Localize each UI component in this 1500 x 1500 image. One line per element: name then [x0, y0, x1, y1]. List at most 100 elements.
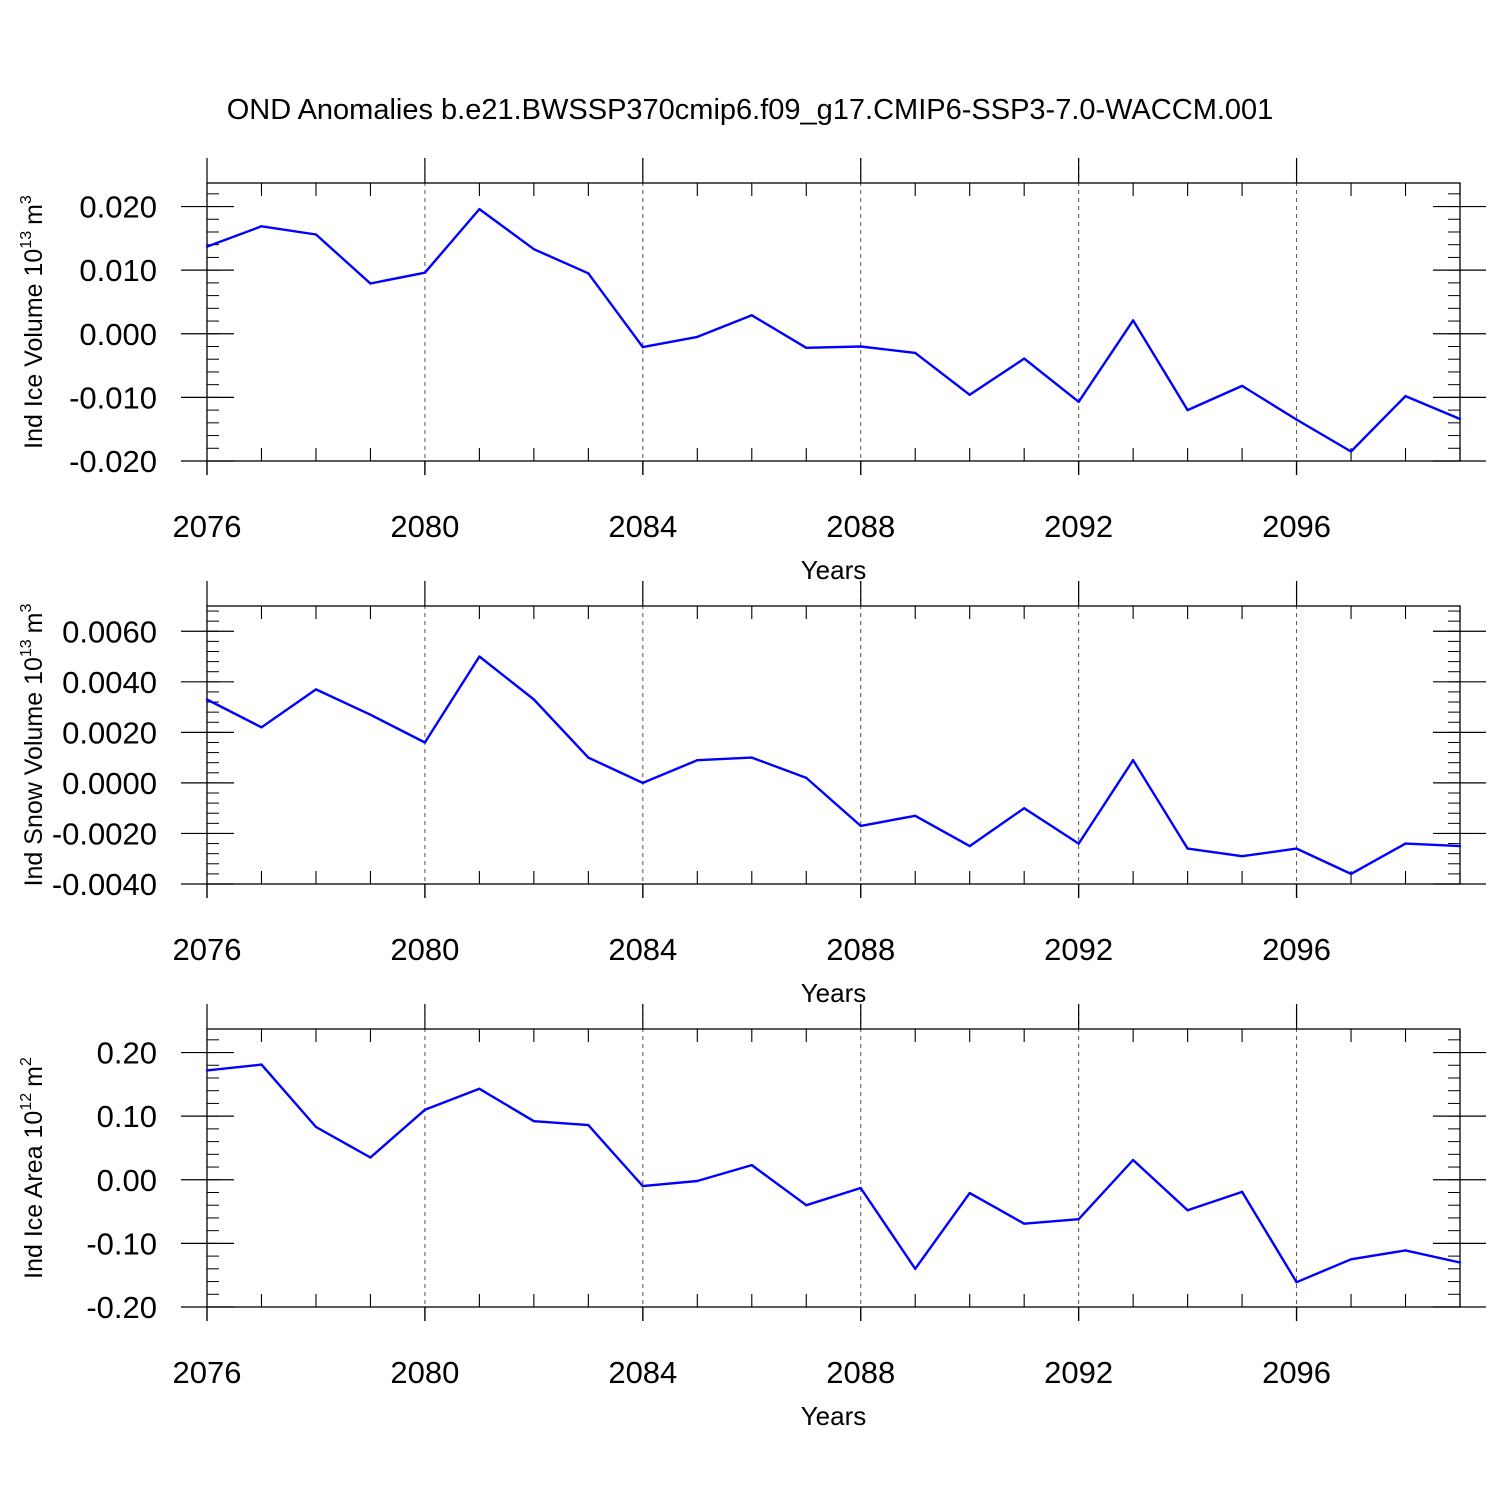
x-tick-label: 2076: [173, 932, 242, 967]
data-point: [696, 1179, 699, 1183]
y-axis-label-exponent: 13: [18, 231, 35, 249]
data-point: [805, 346, 808, 349]
data-point: [1458, 1261, 1462, 1264]
data-point: [641, 781, 645, 785]
data-point: [260, 726, 263, 729]
y-tick-label: -0.020: [69, 444, 157, 479]
data-point: [314, 1125, 318, 1129]
data-point: [1349, 1258, 1353, 1261]
x-tick-label: 2096: [1262, 1355, 1331, 1390]
data-point: [859, 1186, 862, 1190]
y-tick-label: -0.0040: [52, 867, 157, 902]
y-tick-label: 0.010: [79, 253, 157, 288]
x-tick-label: 2096: [1262, 509, 1331, 544]
data-point: [805, 776, 808, 780]
data-point: [423, 271, 427, 274]
data-point: [968, 393, 971, 397]
data-point: [369, 713, 372, 716]
x-tick-label: 2096: [1262, 932, 1331, 967]
data-point: [1240, 1190, 1244, 1194]
data-point: [1077, 1218, 1080, 1221]
data-point: [369, 1156, 372, 1159]
x-tick-label: 2088: [826, 1355, 895, 1390]
data-point: [1404, 1249, 1407, 1252]
figure-title: OND Anomalies b.e21.BWSSP370cmip6.f09_g1…: [227, 94, 1274, 126]
data-point: [1131, 319, 1135, 322]
y-axis-label-unit-exponent: 3: [18, 603, 35, 612]
y-tick-label: 0.0000: [62, 766, 157, 801]
x-tick-label: 2092: [1044, 932, 1113, 967]
x-tick-label: 2076: [173, 509, 242, 544]
y-tick-label: 0.0060: [62, 614, 157, 649]
data-point: [205, 245, 209, 248]
y-tick-label: 0.20: [97, 1036, 157, 1071]
data-point: [1458, 844, 1462, 848]
data-point: [968, 1191, 971, 1195]
data-point: [532, 247, 536, 251]
y-tick-label: -0.20: [86, 1290, 157, 1325]
data-point: [914, 351, 917, 355]
data-point: [1022, 357, 1026, 360]
y-axis-label-exponent: 13: [18, 639, 35, 657]
x-axis-label: Years: [801, 978, 867, 1008]
x-tick-label: 2092: [1044, 1355, 1113, 1390]
y-axis-label-unit: m: [20, 1066, 48, 1087]
y-tick-label: 0.000: [79, 317, 157, 352]
data-point: [914, 1267, 917, 1271]
data-point: [478, 655, 481, 658]
data-point: [1349, 450, 1353, 453]
y-tick-label: 0.020: [79, 190, 157, 225]
plot-frame: [206, 605, 1461, 885]
data-point: [478, 1087, 481, 1090]
data-point: [478, 207, 481, 211]
data-point: [805, 1204, 808, 1207]
x-tick-label: 2088: [826, 932, 895, 967]
y-axis-label-main: Ind Ice Area 10: [20, 1111, 48, 1279]
x-tick-label: 2084: [608, 1355, 677, 1390]
data-point: [1295, 1280, 1298, 1284]
data-point: [1404, 842, 1407, 845]
data-point: [696, 758, 699, 762]
data-point: [1077, 400, 1080, 404]
data-point: [1022, 1222, 1026, 1225]
data-point: [968, 844, 971, 848]
data-point: [1240, 855, 1244, 858]
y-axis-label: Ind Ice Area 1012 m2: [18, 1057, 48, 1279]
x-axis-label: Years: [801, 555, 867, 585]
data-point: [1295, 418, 1298, 421]
y-axis-label-main: Ind Ice Volume 10: [20, 249, 48, 449]
panel-ind-ice-area: -0.20 -0.10 0.00 0.10 0.20 2076 2080 2084 2088 20…: [18, 1004, 1486, 1431]
data-point: [587, 756, 590, 759]
y-axis-label-unit-exponent: 3: [18, 195, 35, 204]
y-tick-label: 0.00: [97, 1163, 157, 1198]
x-tick-label: 2088: [826, 509, 895, 544]
data-point: [369, 282, 372, 285]
data-point: [1131, 1158, 1135, 1162]
data-point: [1349, 872, 1353, 876]
y-axis-label: Ind Ice Volume 1013 m3: [18, 195, 48, 449]
x-axis-label: Years: [801, 1401, 867, 1431]
y-axis-label-exponent: 12: [18, 1093, 35, 1111]
plot-frame: [206, 182, 1461, 462]
series-line: [206, 655, 1461, 876]
plot-frame: [206, 1028, 1461, 1308]
data-point: [205, 1069, 209, 1072]
data-point: [1077, 842, 1080, 845]
panel-ind-ice-volume: -0.020 -0.010 0.000 0.010 0.020 2076 2080 2084 2…: [18, 158, 1486, 585]
data-point: [423, 741, 427, 744]
x-tick-label: 2092: [1044, 509, 1113, 544]
data-point: [314, 688, 318, 691]
data-point: [1404, 394, 1407, 398]
x-tick-label: 2076: [173, 1355, 242, 1390]
data-point: [696, 335, 699, 339]
data-point: [750, 756, 753, 759]
y-tick-label: 0.0020: [62, 715, 157, 750]
y-tick-label: -0.10: [86, 1226, 157, 1261]
data-point: [532, 1120, 536, 1123]
data-point: [859, 345, 862, 348]
x-tick-label: 2084: [608, 509, 677, 544]
data-point: [1022, 806, 1026, 810]
data-point: [587, 272, 590, 275]
data-point: [260, 1063, 263, 1066]
data-point: [641, 1184, 645, 1188]
